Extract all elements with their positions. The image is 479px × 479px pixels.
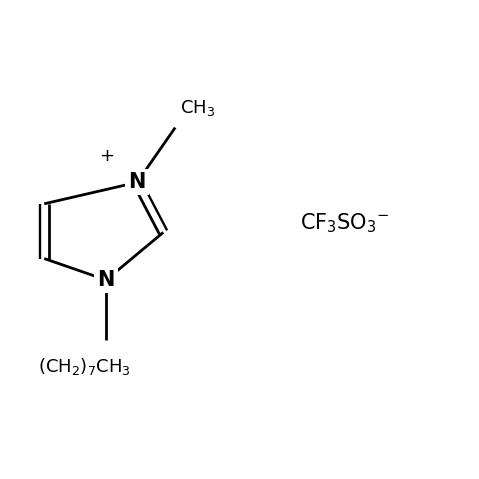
Text: CH$_3$: CH$_3$ [180, 98, 215, 118]
Text: N: N [97, 270, 115, 290]
Text: +: + [99, 147, 114, 165]
Text: (CH$_2$)$_7$CH$_3$: (CH$_2$)$_7$CH$_3$ [38, 356, 131, 377]
Text: CF$_3$SO$_3$$^{-}$: CF$_3$SO$_3$$^{-}$ [299, 211, 389, 235]
Text: N: N [128, 172, 146, 193]
